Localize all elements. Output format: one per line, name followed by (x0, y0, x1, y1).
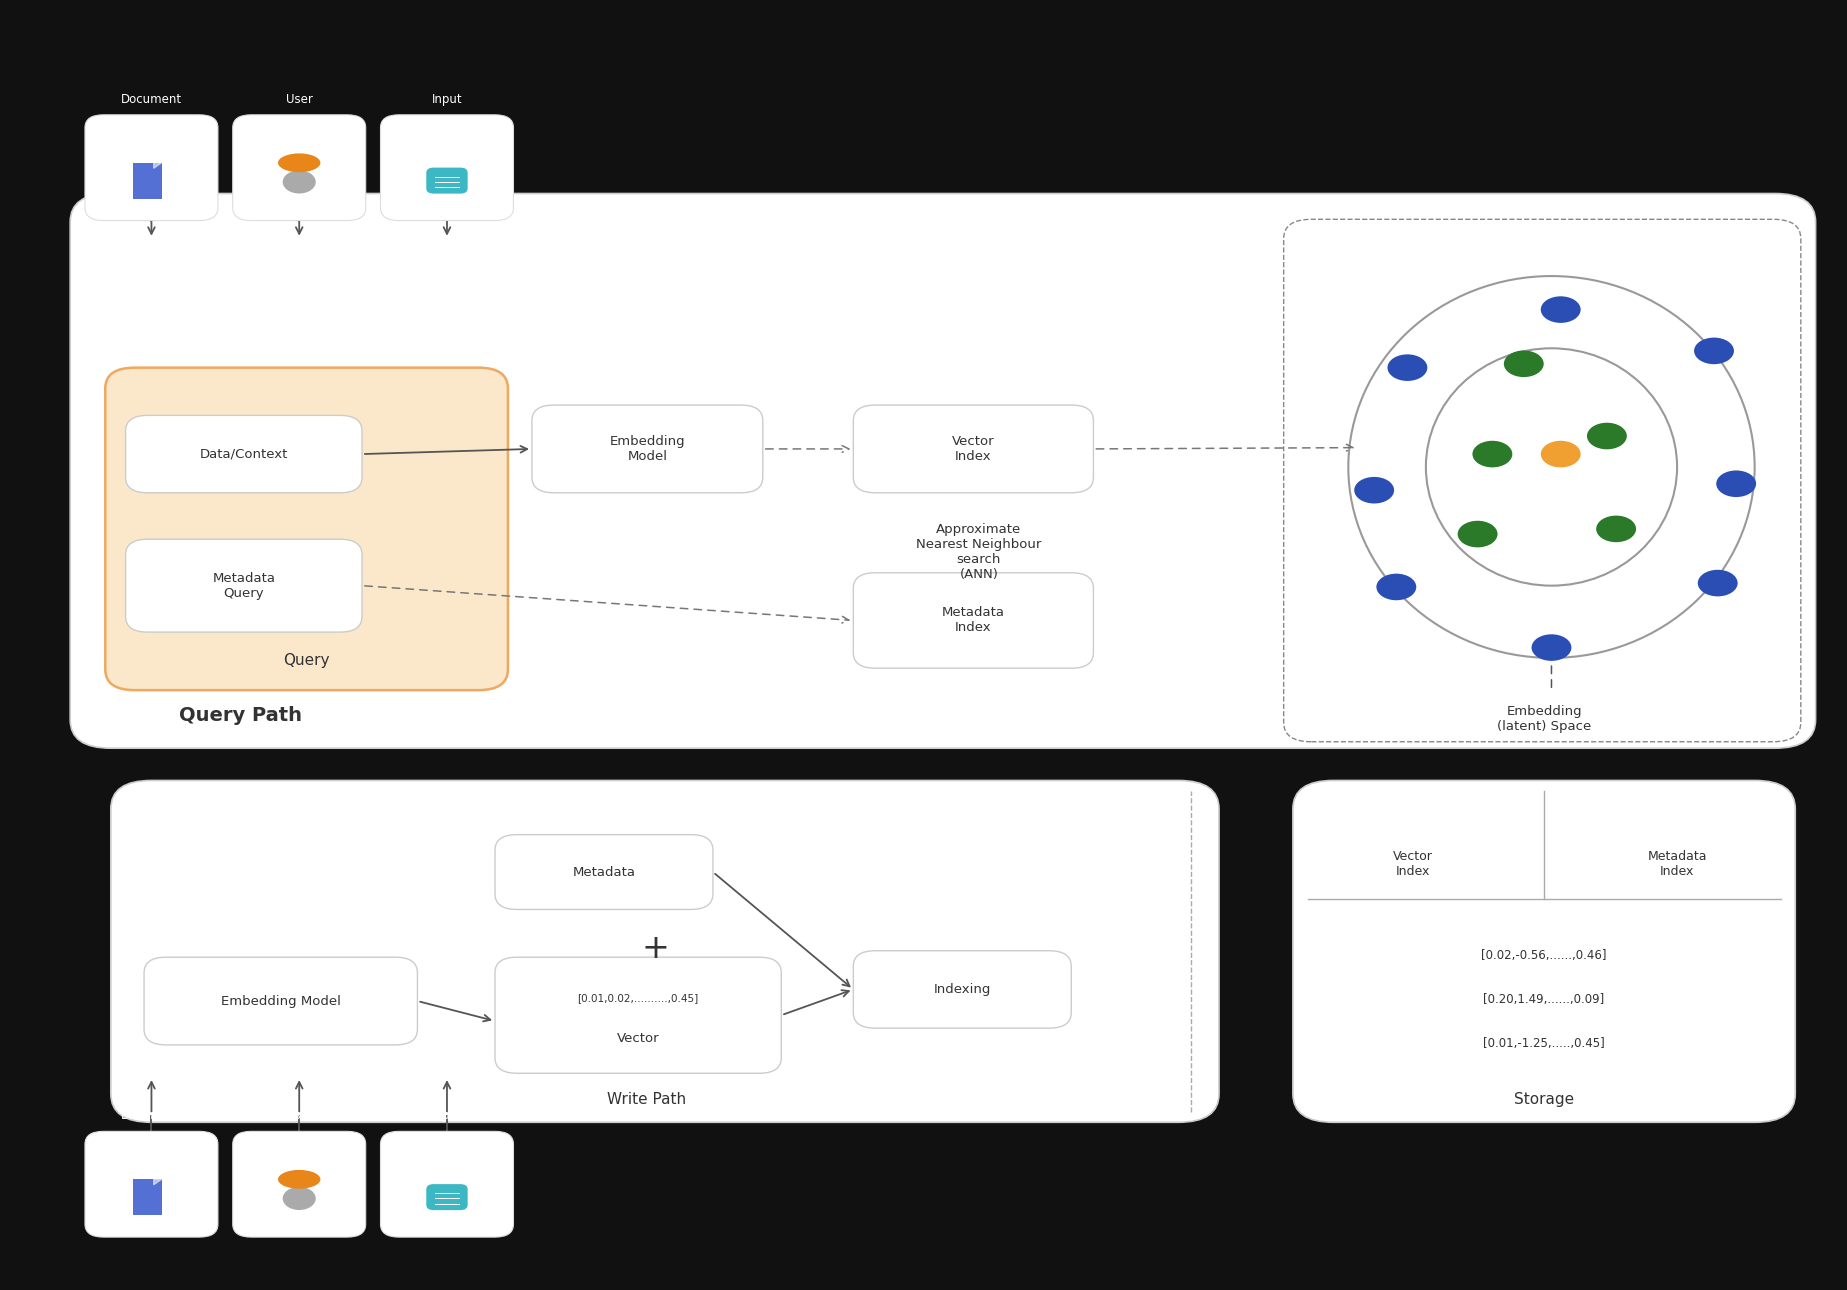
Ellipse shape (1457, 521, 1498, 547)
Text: Vector
Index: Vector Index (951, 435, 996, 463)
Text: User: User (286, 93, 312, 106)
Ellipse shape (1472, 441, 1513, 467)
Ellipse shape (1376, 574, 1417, 600)
Text: Input: Input (432, 1109, 462, 1122)
Text: Embedding
(latent) Space: Embedding (latent) Space (1496, 704, 1592, 733)
Text: Query Path: Query Path (179, 707, 301, 725)
Text: Document: Document (120, 1109, 183, 1122)
Text: Document: Document (120, 93, 183, 106)
Ellipse shape (279, 154, 320, 172)
FancyBboxPatch shape (70, 194, 1816, 748)
FancyBboxPatch shape (233, 1131, 366, 1237)
Ellipse shape (1354, 477, 1394, 503)
Ellipse shape (279, 1170, 320, 1188)
FancyBboxPatch shape (126, 415, 362, 493)
Text: User: User (286, 1109, 312, 1122)
Text: [0.01,-1.25,.....,0.45]: [0.01,-1.25,.....,0.45] (1483, 1037, 1605, 1050)
Ellipse shape (1694, 338, 1734, 364)
Text: Metadata
Index: Metadata Index (942, 606, 1005, 635)
Text: Metadata
Query: Metadata Query (212, 571, 275, 600)
FancyBboxPatch shape (1293, 780, 1795, 1122)
Text: +: + (641, 931, 670, 965)
FancyBboxPatch shape (380, 1131, 513, 1237)
Text: Approximate
Nearest Neighbour
search
(ANN): Approximate Nearest Neighbour search (AN… (916, 524, 1042, 580)
FancyBboxPatch shape (427, 1184, 467, 1210)
Ellipse shape (1540, 441, 1581, 467)
Ellipse shape (1503, 351, 1544, 377)
Text: Storage: Storage (1515, 1091, 1574, 1107)
FancyBboxPatch shape (85, 1131, 218, 1237)
FancyBboxPatch shape (495, 957, 781, 1073)
Text: Data/Context: Data/Context (199, 448, 288, 461)
Text: [0.01,0.02,..........,0.45]: [0.01,0.02,..........,0.45] (578, 993, 698, 1002)
FancyBboxPatch shape (495, 835, 713, 909)
Text: Input: Input (432, 93, 462, 106)
FancyBboxPatch shape (126, 539, 362, 632)
FancyBboxPatch shape (133, 1179, 163, 1215)
Ellipse shape (1540, 297, 1581, 322)
Ellipse shape (1387, 355, 1428, 381)
Ellipse shape (1531, 635, 1572, 660)
FancyBboxPatch shape (85, 115, 218, 221)
Circle shape (283, 170, 316, 194)
FancyBboxPatch shape (233, 115, 366, 221)
FancyBboxPatch shape (144, 957, 417, 1045)
Text: Embedding Model: Embedding Model (222, 995, 340, 1007)
Text: Vector: Vector (617, 1032, 659, 1045)
FancyBboxPatch shape (853, 405, 1093, 493)
FancyBboxPatch shape (133, 163, 163, 199)
FancyBboxPatch shape (532, 405, 763, 493)
Text: [0.02,-0.56,......,0.46]: [0.02,-0.56,......,0.46] (1481, 949, 1607, 962)
Ellipse shape (1697, 570, 1738, 596)
FancyBboxPatch shape (427, 168, 467, 194)
Polygon shape (153, 163, 163, 168)
Text: Vector
Index: Vector Index (1393, 850, 1433, 878)
Ellipse shape (1587, 423, 1627, 449)
Ellipse shape (1596, 516, 1636, 542)
Text: Metadata: Metadata (573, 866, 635, 878)
Text: Write Path: Write Path (608, 1091, 685, 1107)
Text: Metadata
Index: Metadata Index (1648, 850, 1707, 878)
Text: Embedding
Model: Embedding Model (610, 435, 685, 463)
FancyBboxPatch shape (380, 115, 513, 221)
Text: Indexing: Indexing (933, 983, 992, 996)
FancyBboxPatch shape (105, 368, 508, 690)
Text: [0.20,1.49,......,0.09]: [0.20,1.49,......,0.09] (1483, 993, 1605, 1006)
Polygon shape (153, 1179, 163, 1184)
FancyBboxPatch shape (111, 780, 1219, 1122)
FancyBboxPatch shape (853, 573, 1093, 668)
Text: Query: Query (283, 653, 331, 668)
FancyBboxPatch shape (853, 951, 1071, 1028)
Ellipse shape (1716, 471, 1756, 497)
Circle shape (283, 1187, 316, 1210)
